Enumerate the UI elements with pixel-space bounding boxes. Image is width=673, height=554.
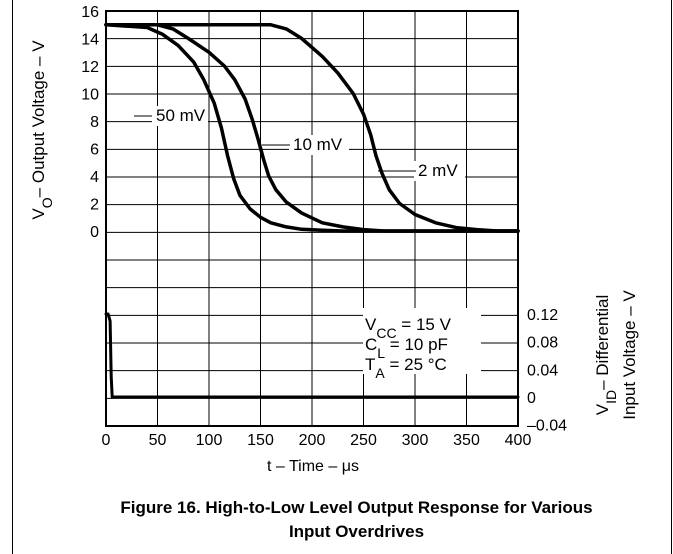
plot-frame bbox=[105, 10, 519, 427]
condition-line: TA = 25 °C bbox=[365, 355, 447, 381]
series-line-2mv bbox=[104, 23, 520, 233]
y2-tick-label: 0 bbox=[527, 390, 536, 407]
y-tick-label: 12 bbox=[81, 59, 99, 76]
y-tick-label: 10 bbox=[81, 87, 99, 104]
x-tick-label: 150 bbox=[247, 432, 274, 449]
x-tick-label: 200 bbox=[299, 432, 326, 449]
series-line-10mv bbox=[104, 23, 520, 233]
y2-tick-label: –0.04 bbox=[527, 418, 567, 435]
y2-tick-label: 0.12 bbox=[527, 307, 558, 324]
series-label-50mv: 50 mV bbox=[156, 106, 206, 125]
y-tick-label: 6 bbox=[90, 142, 99, 159]
y2-axis-label-line-2: Input Voltage – V bbox=[620, 290, 639, 420]
conditions-box-bg bbox=[363, 308, 481, 374]
y-tick-label: 4 bbox=[90, 169, 99, 186]
page-border-left bbox=[12, 0, 13, 554]
condition-line: VCC = 15 V bbox=[365, 315, 452, 341]
series-label-2mv: 2 mV bbox=[418, 161, 458, 180]
y-tick-label: 16 bbox=[81, 4, 99, 21]
series-label-10mv: 10 mV bbox=[293, 135, 343, 154]
series-line-input bbox=[104, 312, 520, 399]
x-tick-label: 400 bbox=[505, 432, 532, 449]
series-label-bg bbox=[414, 161, 465, 181]
x-tick-label: 350 bbox=[453, 432, 480, 449]
series-line-50mv bbox=[104, 23, 520, 233]
y2-axis-label-line-1: VID– Differential bbox=[593, 295, 619, 415]
series-lines bbox=[104, 23, 520, 399]
series-label-bg bbox=[152, 106, 208, 126]
page-border-right bbox=[671, 0, 672, 554]
caption-line-2: Input Overdrives bbox=[288, 522, 425, 541]
x-tick-label: 0 bbox=[102, 432, 111, 449]
plot-area-border bbox=[105, 10, 519, 427]
y-tick-label: 14 bbox=[81, 32, 99, 49]
y-tick-label: 8 bbox=[90, 114, 99, 131]
figure-caption: Figure 16. High-to-Low Level Output Resp… bbox=[40, 496, 673, 544]
caption-line-1: Figure 16. High-to-Low Level Output Resp… bbox=[120, 498, 593, 517]
x-tick-label: 100 bbox=[196, 432, 223, 449]
x-tick-label: 300 bbox=[402, 432, 429, 449]
series-label-bg bbox=[289, 135, 349, 155]
x-tick-label: 250 bbox=[350, 432, 377, 449]
y-axis-label: VO– Output Voltage – V bbox=[29, 40, 55, 220]
y2-tick-label: 0.08 bbox=[527, 335, 558, 352]
condition-line: CL = 10 pF bbox=[365, 335, 448, 361]
tick-labels: 0 2 4 6 8 10 12 14 16 0 50 100 150 200 250 300 350 400–0.… bbox=[81, 4, 567, 449]
y2-tick-label: 0.04 bbox=[527, 362, 558, 379]
y-tick-label: 2 bbox=[90, 197, 99, 214]
axis-labels: t – Time – μs VO– Output Voltage – V VID– … bbox=[29, 40, 639, 475]
x-tick-label: 50 bbox=[149, 432, 167, 449]
x-axis-label: t – Time – μs bbox=[267, 458, 359, 475]
y-tick-label: 0 bbox=[90, 224, 99, 241]
